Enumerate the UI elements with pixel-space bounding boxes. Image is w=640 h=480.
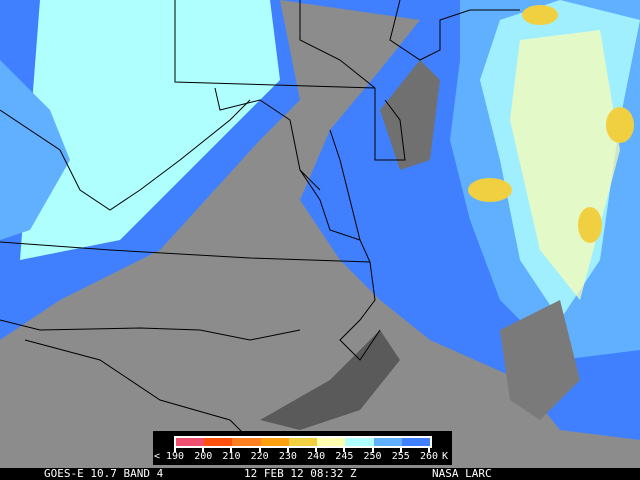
legend-tick-label: 260 bbox=[419, 451, 439, 462]
legend-tick-label: 240 bbox=[307, 451, 326, 462]
legend-swatch bbox=[401, 438, 430, 446]
legend-swatch bbox=[232, 438, 261, 446]
legend-color-bar bbox=[174, 436, 432, 448]
legend-swatch bbox=[317, 438, 346, 446]
credit-label: NASA LARC bbox=[432, 467, 492, 480]
legend-tick-label: < 190 bbox=[153, 451, 185, 462]
legend-tick bbox=[258, 446, 261, 452]
legend-tick bbox=[315, 446, 318, 452]
satellite-map bbox=[0, 0, 640, 468]
legend-tick bbox=[230, 446, 233, 452]
legend-tick bbox=[343, 446, 346, 452]
legend-tick bbox=[286, 446, 289, 452]
legend-tick-label: 245 bbox=[335, 451, 354, 462]
image-caption: GOES-E 10.7 BAND 4 12 FEB 12 08:32 Z NAS… bbox=[0, 468, 640, 480]
temperature-legend: < 190 200 210 220 230 240 245 250 255 260 K bbox=[153, 431, 452, 465]
cloud-field bbox=[0, 0, 640, 440]
legend-swatch bbox=[204, 438, 233, 446]
legend-swatch bbox=[345, 438, 374, 446]
legend-tick bbox=[428, 446, 430, 452]
legend-swatch bbox=[176, 438, 205, 446]
legend-tick-label: 210 bbox=[222, 451, 241, 462]
legend-tick-label: 250 bbox=[363, 451, 382, 462]
datetime-label: 12 FEB 12 08:32 Z bbox=[244, 467, 357, 480]
legend-tick-label: K bbox=[441, 451, 449, 462]
state-borders bbox=[0, 0, 520, 441]
legend-tick bbox=[174, 446, 176, 452]
legend-tick bbox=[202, 446, 205, 452]
legend-tick-label: 220 bbox=[250, 451, 269, 462]
legend-tick bbox=[399, 446, 402, 452]
legend-tick-label: 200 bbox=[194, 451, 213, 462]
legend-swatch bbox=[373, 438, 402, 446]
legend-tick-label: 255 bbox=[391, 451, 410, 462]
legend-swatch bbox=[288, 438, 318, 446]
satellite-band-label: GOES-E 10.7 BAND 4 bbox=[44, 467, 164, 480]
legend-tick bbox=[371, 446, 374, 452]
legend-tick-label: 230 bbox=[278, 451, 297, 462]
legend-swatch bbox=[260, 438, 289, 446]
